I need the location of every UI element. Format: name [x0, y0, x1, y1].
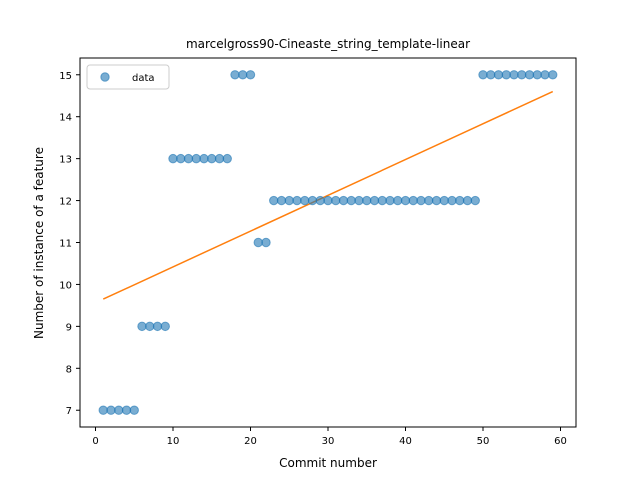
data-point — [121, 405, 132, 415]
data-point — [222, 153, 232, 164]
data-point — [470, 195, 480, 206]
y-tick-label: 8 — [66, 364, 72, 375]
data-point — [269, 195, 279, 206]
data-point — [532, 70, 542, 80]
legend-label: data — [132, 73, 155, 84]
data-point — [362, 195, 372, 206]
data-point — [509, 70, 519, 80]
data-point — [207, 153, 217, 164]
data-point — [137, 321, 147, 332]
data-point — [416, 195, 426, 206]
y-tick-label: 12 — [59, 197, 72, 208]
y-tick-label: 15 — [59, 71, 72, 82]
data-point — [183, 153, 194, 164]
data-point — [346, 195, 356, 206]
legend-marker — [100, 72, 110, 82]
data-point — [253, 237, 263, 248]
data-point — [354, 195, 364, 206]
x-tick-label: 0 — [92, 436, 98, 447]
data-point — [462, 195, 473, 206]
data-point — [276, 195, 287, 206]
data-point — [323, 195, 333, 206]
x-tick-label: 60 — [554, 436, 567, 447]
y-tick-label: 11 — [59, 239, 72, 250]
fit-line — [102, 90, 554, 300]
x-axis-label: Commit number — [279, 456, 377, 470]
data-point — [540, 70, 550, 80]
data-point — [315, 195, 325, 206]
data-point — [176, 153, 186, 164]
x-tick-label: 40 — [399, 436, 412, 447]
data-point — [424, 195, 434, 206]
data-point — [168, 153, 178, 164]
x-tick-label: 30 — [322, 436, 335, 447]
data-point — [447, 195, 457, 206]
x-tick-label: 20 — [244, 436, 257, 447]
data-points-layer — [98, 70, 558, 415]
data-point — [439, 195, 449, 206]
data-point — [493, 70, 504, 80]
data-point — [455, 195, 465, 206]
data-point — [548, 70, 558, 80]
data-point — [129, 405, 139, 415]
data-point — [106, 405, 116, 415]
y-tick-label: 13 — [59, 155, 72, 166]
y-tick-label: 9 — [66, 322, 72, 333]
data-point — [307, 195, 318, 206]
data-point — [238, 70, 248, 80]
data-point — [393, 195, 403, 206]
data-point — [517, 70, 527, 80]
data-point — [98, 405, 108, 415]
data-point — [284, 195, 294, 206]
data-point — [214, 153, 225, 164]
x-tick-label: 10 — [167, 436, 180, 447]
data-point — [191, 153, 201, 164]
data-point — [160, 321, 170, 332]
data-point — [145, 321, 155, 332]
legend-box — [86, 64, 170, 90]
legend: data — [86, 64, 170, 90]
data-point — [292, 195, 302, 206]
data-point — [114, 405, 124, 415]
data-point — [245, 70, 256, 80]
data-point — [524, 70, 535, 80]
data-point — [377, 195, 387, 206]
data-point — [338, 195, 349, 206]
data-point — [478, 70, 488, 80]
data-point — [431, 195, 442, 206]
y-tick-label: 14 — [59, 113, 72, 124]
fit-line-layer — [102, 90, 554, 300]
data-point — [408, 195, 418, 206]
data-point — [152, 321, 163, 332]
y-tick-label: 10 — [59, 280, 72, 291]
data-point — [486, 70, 496, 80]
y-axis-label: Number of instance of a feature — [32, 147, 46, 339]
data-point — [369, 195, 380, 206]
data-point — [199, 153, 209, 164]
axes-layer: 0 10 20 30 40 50 60 7 8 9 10 11 12 13 14 15 — [59, 57, 577, 447]
data-point — [331, 195, 341, 206]
data-point — [501, 70, 511, 80]
x-tick-label: 50 — [477, 436, 490, 447]
data-point — [400, 195, 411, 206]
y-tick-label: 7 — [66, 406, 72, 417]
data-point — [300, 195, 310, 206]
chart-title: marcelgross90-Cineaste_string_template-l… — [186, 37, 470, 51]
data-point — [230, 70, 240, 80]
data-point — [261, 237, 271, 248]
data-point — [385, 195, 395, 206]
